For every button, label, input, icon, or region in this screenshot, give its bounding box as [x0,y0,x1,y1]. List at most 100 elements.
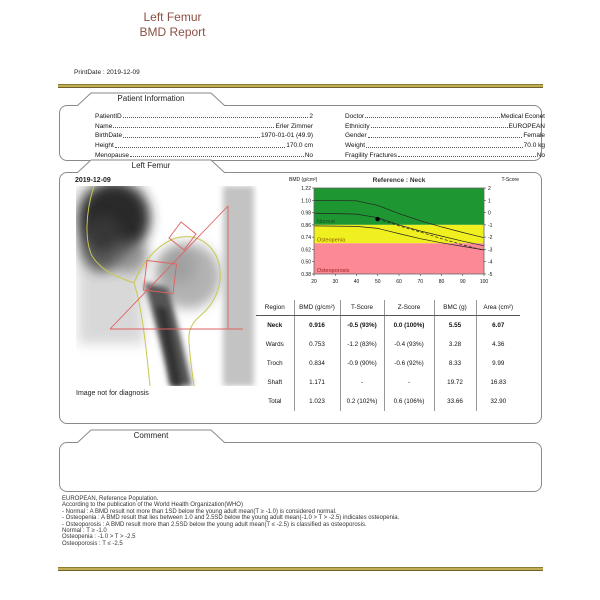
field-label: PatientID [95,112,122,120]
patient-projection [377,218,485,251]
footnote-line: EUROPEAN, Reference Population. [62,496,159,502]
tab-outline [76,92,226,106]
svg-text:-2: -2 [488,235,493,241]
patient-field-row: Ethnicity EUROPEAN [345,120,545,130]
footnote-line: Osteopenia : -1.0 > T > -2.5 [62,534,136,541]
cell-bmd: 0.753 [293,335,340,354]
reference-footnotes: EUROPEAN, Reference Population. Accordin… [62,496,532,547]
field-value: Erler Zimmer [275,122,313,130]
dotted-leader [370,127,508,129]
section-title: Left Femur [131,161,171,170]
field-label: Name [95,122,113,130]
zone-label: Osteopenia [317,237,346,243]
field-label: Height [95,142,114,150]
footnote-line: - Osteoporosis : A BMD result more than … [62,521,367,528]
section-tab-left-femur: Left Femur [76,159,226,173]
cell-area: 4.36 [475,335,520,354]
cell-tscore: -1.2 (83%) [339,335,384,354]
patient-field-row: Fragility Fractures No [345,149,545,159]
patient-field-row: Weight 70.0 kg [345,139,545,149]
svg-text:-4: -4 [488,260,493,266]
cell-area: 32.90 [475,392,520,411]
svg-text:0.98: 0.98 [301,211,311,217]
dotted-leader [367,136,523,138]
svg-text:90: 90 [460,279,466,285]
field-label: Gender [345,132,367,140]
svg-text:0.50: 0.50 [301,260,311,266]
reference-plus-1sd [313,199,485,239]
comment-box [59,442,542,492]
footnote-line: According to the publication of the Worl… [62,502,243,509]
cell-bmc: 33.66 [433,392,476,411]
field-value: EUROPEAN [508,122,545,130]
patient-field-row: Doctor Medical Econet [345,110,545,120]
field-value: 1970-01-01 (49.9) [260,132,313,140]
cell-zscore: -0.4 (93%) [383,335,434,354]
svg-text:0.86: 0.86 [301,223,311,229]
title-line-2: BMD Report [139,25,206,39]
cell-zscore: -0.6 (92%) [383,354,434,373]
field-label: Doctor [345,112,365,120]
cell-zscore: 0.6 (106%) [383,392,434,411]
svg-text:100: 100 [480,279,489,285]
dotted-leader [123,136,260,138]
patient-information-box [59,105,542,161]
patient-fields-right-column: Doctor Medical Econet Ethnicity EUROPEAN G… [345,110,545,159]
svg-text:30: 30 [332,279,338,285]
zone-label: Osteoporosis [317,268,350,274]
svg-text:-5: -5 [488,272,493,278]
page-title: Left Femur BMD Report [60,10,285,40]
section-title: Patient Information [117,94,185,103]
cell-bmd: 0.834 [293,354,340,373]
table-row: Neck 0.916 -0.5 (93%) 0.0 (100%) 5.55 6.… [256,315,520,335]
svg-text:-3: -3 [488,247,493,253]
cell-tscore: -0.9 (90%) [339,354,384,373]
svg-text:0: 0 [488,211,491,217]
patient-data-point [375,216,380,222]
roi-overlay [109,205,243,330]
dotted-leader [122,117,309,119]
field-value: Female [523,132,545,140]
cell-bmc: 8.33 [433,354,476,373]
field-label: Menopause [95,151,129,159]
footnote-line: Osteoporosis : T ≤ -2.5 [62,540,123,547]
column-header: T-Score [339,300,384,316]
svg-text:1.10: 1.10 [301,198,311,204]
svg-text:0.38: 0.38 [301,272,311,278]
tab-outline [76,159,226,173]
dotted-leader [113,127,275,129]
reference-mean [313,212,485,247]
cell-bmd: 0.916 [293,315,340,335]
reference-minus-1sd [313,225,485,251]
cell-bmc: 19.72 [433,373,476,392]
y-axis-label: BMD (g/cm²) [289,177,318,183]
dotted-leader [129,156,304,158]
svg-text:0.62: 0.62 [301,247,311,253]
field-value: No [304,151,313,159]
svg-text:1.22: 1.22 [301,186,311,192]
field-label: BirthDate [95,132,123,140]
cell-region: Neck [267,322,283,329]
section-tab-comment: Comment [76,429,226,443]
cell-bmc: 5.55 [433,315,476,335]
divider-bar-top [58,84,543,88]
field-label: Weight [345,142,366,150]
cell-tscore: 0.2 (102%) [339,392,384,411]
bone-contour [86,186,221,386]
zone-label: Normal [317,219,335,225]
results-table: Region BMD (g/cm²) T-Score Z-Score BMC (… [256,300,520,411]
reference-chart: Normal Osteopenia Osteoporosis 1.22 1.10 0.98… [288,174,520,294]
scan-date: 2019-12-09 [75,177,111,184]
cell-region: Total [268,398,282,405]
table-row: Shaft 1.171 - - 19.72 16.83 [256,373,520,392]
zone-band [314,188,484,225]
section-title: Comment [133,431,169,440]
field-value: 170.0 cm [286,142,313,150]
chart-title: Reference : Neck [373,177,426,184]
footnote-line: - Normal : A BMD result not more than 1S… [62,508,337,515]
svg-text:50: 50 [375,279,381,285]
svg-text:-1: -1 [488,223,493,229]
footnote-line: - Osteopenia : A BMD result that lies be… [62,515,400,522]
cell-area: 6.07 [475,315,520,335]
